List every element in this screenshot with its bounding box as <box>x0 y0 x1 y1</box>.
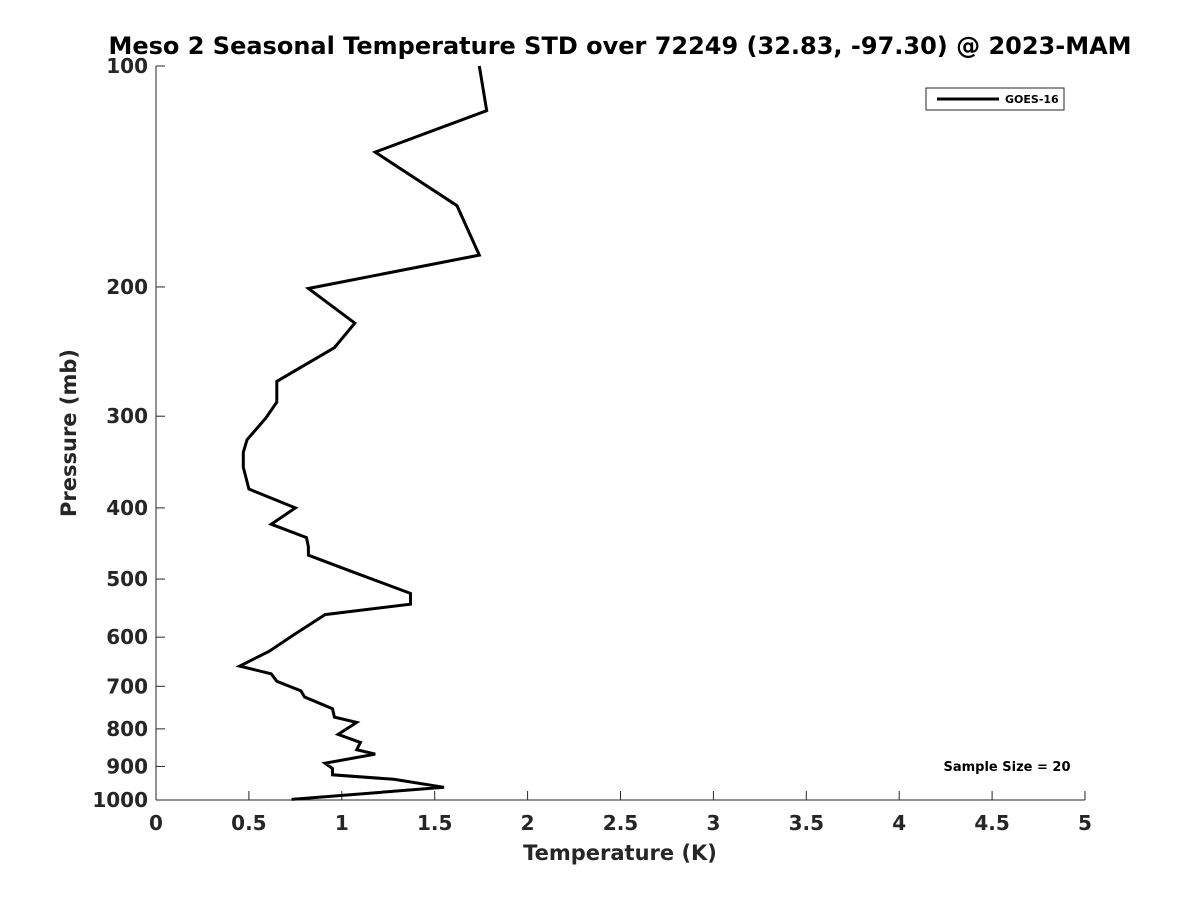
x-tick-label: 3 <box>706 811 720 835</box>
series-layer <box>235 65 489 801</box>
y-axis-title: Pressure (mb) <box>57 349 81 517</box>
y-tick-label: 700 <box>106 674 148 698</box>
x-axis-title: Temperature (K) <box>523 841 717 865</box>
y-tick-label: 500 <box>106 567 148 591</box>
x-axis: 0 0.5 1 1.5 2 2.5 3 3.5 4 4.5 5 <box>149 791 1092 835</box>
legend-label: GOES-16 <box>1005 93 1059 106</box>
y-tick-label: 1000 <box>92 788 148 812</box>
y-tick-label: 200 <box>106 275 148 299</box>
x-tick-label: 1 <box>335 811 349 835</box>
x-tick-label: 4.5 <box>974 811 1009 835</box>
x-tick-label: 2 <box>521 811 535 835</box>
y-tick-label: 300 <box>106 404 148 428</box>
y-axis: 100 200 300 400 500 600 700 800 900 1000 <box>92 54 165 812</box>
y-tick-label: 800 <box>106 717 148 741</box>
y-tick-label: 900 <box>106 754 148 778</box>
x-tick-label: 1.5 <box>417 811 452 835</box>
chart-title: Meso 2 Seasonal Temperature STD over 722… <box>108 32 1131 60</box>
x-tick-label: 0 <box>149 811 163 835</box>
x-tick-label: 2.5 <box>603 811 638 835</box>
x-tick-label: 3.5 <box>789 811 824 835</box>
sample-size-annotation: Sample Size = 20 <box>943 760 1070 775</box>
y-tick-label: 600 <box>106 625 148 649</box>
x-tick-label: 4 <box>892 811 906 835</box>
series-line <box>235 65 489 801</box>
y-tick-label: 400 <box>106 496 148 520</box>
legend: GOES-16 <box>925 87 1065 111</box>
y-tick-label: 100 <box>106 54 148 78</box>
x-tick-label: 5 <box>1078 811 1092 835</box>
x-tick-label: 0.5 <box>231 811 266 835</box>
